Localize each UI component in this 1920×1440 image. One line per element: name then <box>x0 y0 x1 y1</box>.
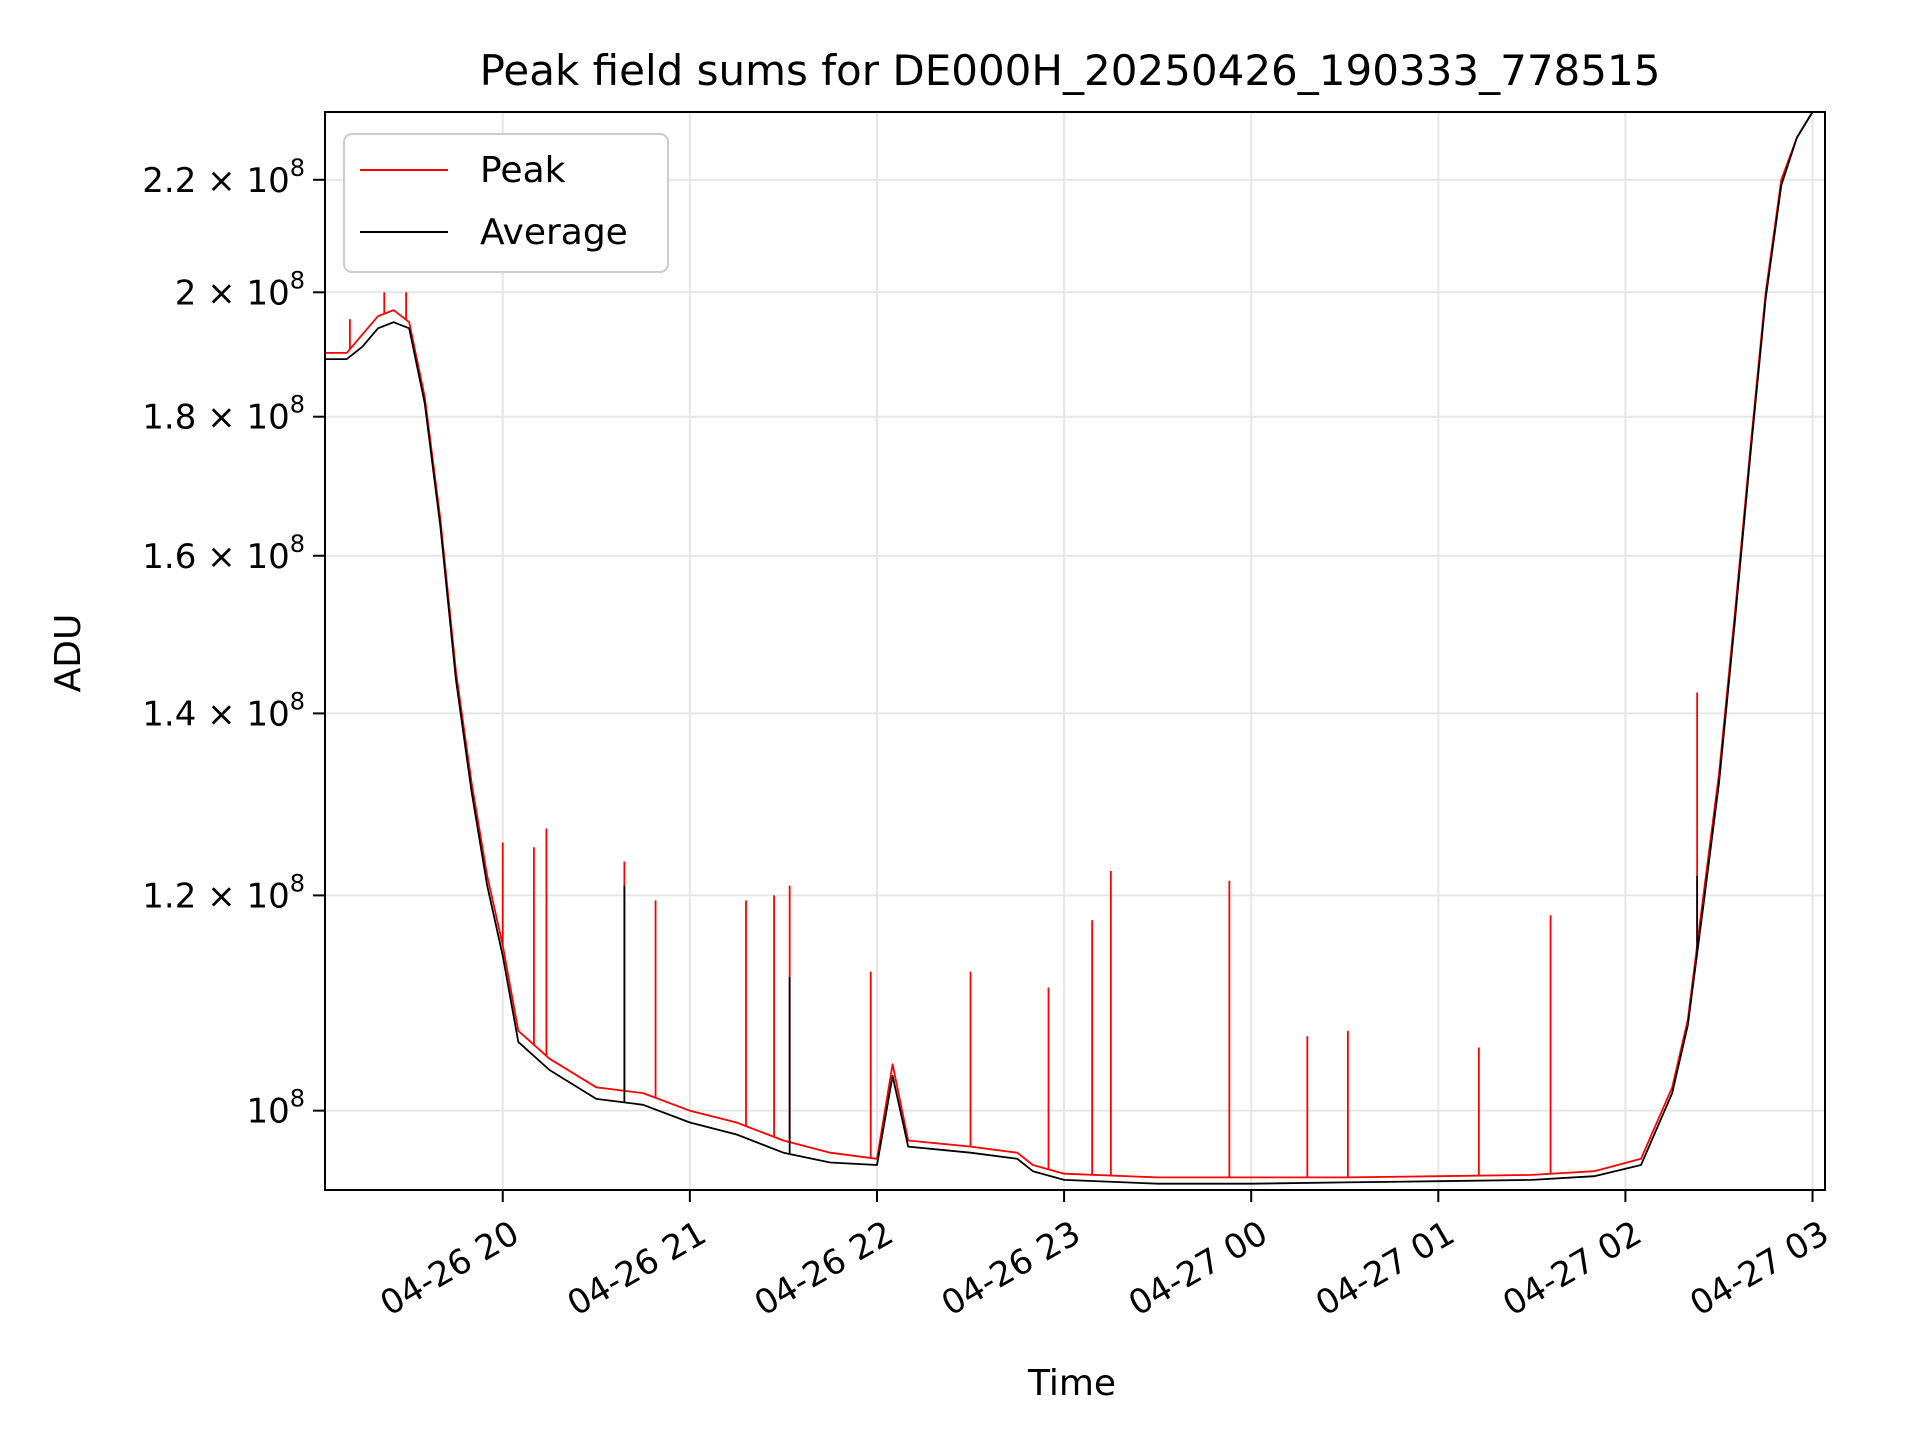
grid <box>325 112 1825 1190</box>
y-axis-label: ADU <box>48 614 89 693</box>
y-tick-label: 1.2 × 108 <box>142 869 305 916</box>
legend-label-average: Average <box>480 212 628 253</box>
y-tick-label: 1.8 × 108 <box>142 391 305 438</box>
legend-box <box>343 133 669 273</box>
series-layer <box>325 111 1814 1185</box>
legend: Peak Average <box>343 133 669 273</box>
y-tick-label: 1.6 × 108 <box>142 530 305 577</box>
chart-title: Peak field sums for DE000H_20250426_1903… <box>480 46 1661 95</box>
series-line-average <box>325 111 1814 1185</box>
y-tick-label: 2.2 × 108 <box>142 154 305 201</box>
plot-frame <box>324 111 1826 1191</box>
y-tick-label: 2 × 108 <box>175 266 305 313</box>
y-tick-label: 1.4 × 108 <box>142 687 305 734</box>
legend-label-peak: Peak <box>480 150 566 191</box>
x-axis-label: Time <box>1027 1363 1116 1404</box>
